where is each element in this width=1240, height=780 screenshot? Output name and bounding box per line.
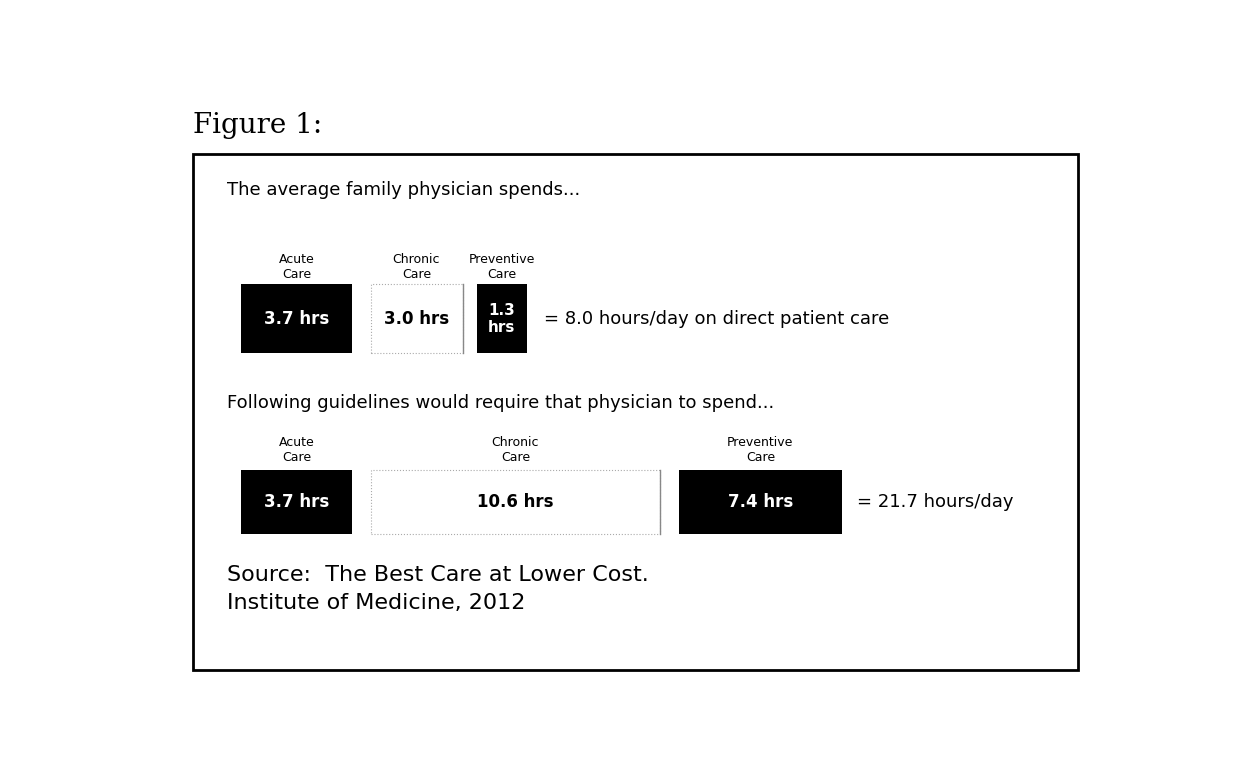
Text: Preventive
Care: Preventive Care [469, 253, 536, 281]
Bar [678, 470, 842, 534]
Bar [371, 284, 463, 353]
Text: Chronic
Care: Chronic Care [491, 436, 539, 464]
Text: Figure 1:: Figure 1: [193, 112, 322, 139]
Bar [242, 284, 352, 353]
Text: Acute
Care: Acute Care [279, 436, 315, 464]
Text: 10.6 hrs: 10.6 hrs [477, 493, 553, 511]
Text: Following guidelines would require that physician to spend...: Following guidelines would require that … [227, 394, 774, 412]
Text: = 8.0 hours/day on direct patient care: = 8.0 hours/day on direct patient care [544, 310, 889, 328]
Text: = 21.7 hours/day: = 21.7 hours/day [857, 493, 1013, 511]
Text: 3.7 hrs: 3.7 hrs [264, 493, 330, 511]
Bar [242, 470, 352, 534]
Text: Preventive
Care: Preventive Care [727, 436, 794, 464]
Text: Chronic
Care: Chronic Care [393, 253, 440, 281]
Text: 3.7 hrs: 3.7 hrs [264, 310, 330, 328]
Text: 1.3
hrs: 1.3 hrs [489, 303, 516, 335]
Text: The average family physician spends...: The average family physician spends... [227, 181, 580, 199]
Text: 7.4 hrs: 7.4 hrs [728, 493, 794, 511]
Bar [477, 284, 527, 353]
Bar [193, 154, 1078, 670]
Bar [371, 470, 660, 534]
Text: 3.0 hrs: 3.0 hrs [384, 310, 449, 328]
Text: Source:  The Best Care at Lower Cost.
Institute of Medicine, 2012: Source: The Best Care at Lower Cost. Ins… [227, 565, 649, 613]
Text: Acute
Care: Acute Care [279, 253, 315, 281]
